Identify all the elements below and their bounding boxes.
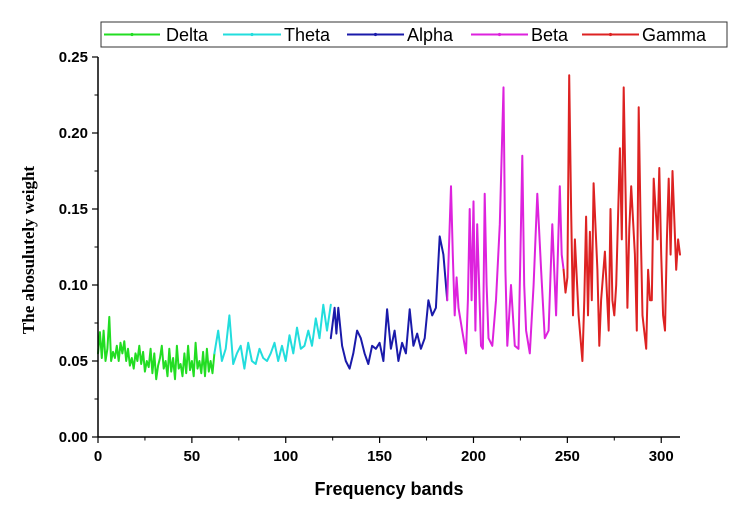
series-line-delta: [97, 315, 216, 381]
legend-marker-alpha: [373, 32, 378, 37]
y-tick-label: 0.00: [59, 429, 88, 446]
legend-label-delta: Delta: [166, 25, 209, 45]
axes: 0 50 100 150 200 250 300 0.00 0.05 0.10 0.15 0.20 0.…: [59, 49, 680, 465]
legend-label-alpha: Alpha: [407, 25, 454, 45]
series-line-alpha: [329, 235, 449, 370]
x-tick-label: 50: [184, 448, 201, 465]
series-line-theta: [213, 303, 332, 370]
y-axis-title: The abosulutely weight: [19, 166, 38, 334]
legend-marker-theta: [250, 32, 254, 37]
series-line-beta: [446, 86, 565, 355]
legend-label-theta: Theta: [284, 25, 331, 45]
legend-marker-delta: [130, 32, 134, 37]
legend-label-beta: Beta: [531, 25, 569, 45]
y-tick-label: 0.20: [59, 125, 88, 142]
legend-marker-gamma: [608, 32, 613, 37]
y-tick-label: 0.25: [59, 49, 88, 66]
legend: Delta Theta Alpha Beta Gamma: [100, 21, 728, 48]
y-tick-label: 0.10: [59, 277, 88, 294]
x-tick-label: 100: [273, 448, 298, 465]
x-axis-title: Frequency bands: [314, 479, 463, 499]
y-tick-label: 0.15: [59, 201, 88, 218]
series-line-gamma: [562, 74, 681, 362]
x-tick-label: 250: [555, 448, 580, 465]
legend-marker-beta: [497, 32, 502, 37]
legend-label-gamma: Gamma: [642, 25, 707, 45]
x-tick-label: 0: [94, 448, 102, 465]
x-tick-label: 300: [649, 448, 674, 465]
y-tick-label: 0.05: [59, 353, 88, 370]
plot-area: [97, 74, 681, 381]
x-tick-label: 150: [367, 448, 392, 465]
x-tick-label: 200: [461, 448, 486, 465]
